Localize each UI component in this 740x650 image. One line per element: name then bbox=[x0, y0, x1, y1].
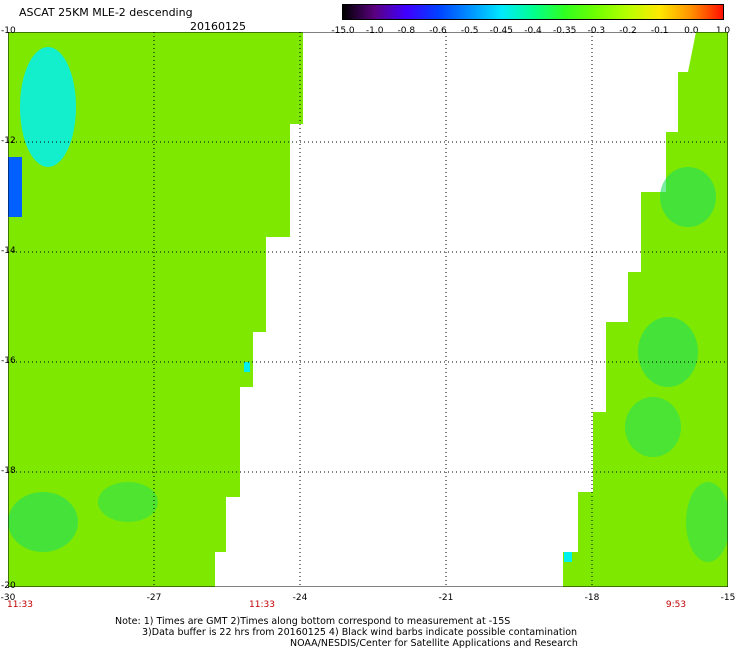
very-low-value-patch bbox=[8, 157, 22, 217]
colorbar-tick-label: -1.0 bbox=[365, 26, 384, 36]
left-swath bbox=[8, 32, 303, 587]
colorbar-tick-label: 1.0 bbox=[715, 26, 731, 36]
map-title: ASCAT 25KM MLE-2 descending bbox=[19, 6, 193, 19]
note-line-1: Note: 1) Times are GMT 2)Times along bot… bbox=[115, 616, 511, 627]
anomaly-patch bbox=[8, 492, 78, 552]
wind-swath-map bbox=[7, 31, 730, 588]
colorbar-tick-label: -0.2 bbox=[619, 26, 637, 36]
longitude-label: -30 bbox=[0, 593, 16, 603]
anomaly-patch bbox=[98, 482, 158, 522]
colorbar-tick-label: -0.3 bbox=[587, 26, 606, 36]
latitude-label: -12 bbox=[1, 136, 16, 146]
latitude-label: -10 bbox=[1, 26, 16, 36]
low-value-patch bbox=[20, 47, 76, 167]
colorbar-tick-label: -0.5 bbox=[460, 26, 479, 36]
latitude-label: -16 bbox=[1, 356, 16, 366]
longitude-label: -27 bbox=[146, 593, 162, 603]
time-label: 9:53 bbox=[665, 600, 687, 610]
time-label: 11:33 bbox=[7, 600, 33, 610]
anomaly-patch bbox=[625, 397, 681, 457]
colorbar-tick-label: -0.6 bbox=[429, 26, 447, 36]
low-value-patch bbox=[244, 362, 250, 372]
colorbar-legend bbox=[342, 4, 724, 20]
colorbar-tick-label: 0.0 bbox=[684, 26, 699, 36]
map-date: 20160125 bbox=[190, 20, 246, 33]
colorbar-tick-label: -15.0 bbox=[331, 26, 355, 36]
latitude-label: -14 bbox=[1, 246, 16, 256]
anomaly-patch bbox=[638, 317, 698, 387]
longitude-label: -18 bbox=[584, 593, 600, 603]
note-line-3: NOAA/NESDIS/Center for Satellite Applica… bbox=[290, 638, 578, 649]
colorbar-tick-label: -0.35 bbox=[553, 26, 577, 36]
time-label: 11:33 bbox=[249, 600, 275, 610]
colorbar-tick-label: -0.45 bbox=[489, 26, 513, 36]
colorbar-tick-label: -0.4 bbox=[524, 26, 542, 36]
colorbar-tick-label: -0.1 bbox=[650, 26, 669, 36]
longitude-label: -15 bbox=[720, 593, 736, 603]
map-panel bbox=[7, 31, 730, 591]
longitude-label: -21 bbox=[438, 593, 454, 603]
anomaly-patch bbox=[686, 482, 730, 562]
anomaly-patch bbox=[660, 167, 716, 227]
latitude-label: -18 bbox=[1, 466, 16, 476]
low-value-patch bbox=[564, 552, 572, 562]
colorbar-tick-label: -0.8 bbox=[397, 26, 416, 36]
latitude-label: -20 bbox=[1, 581, 16, 591]
note-line-2: 3)Data buffer is 22 hrs from 20160125 4)… bbox=[142, 627, 578, 638]
longitude-label: -24 bbox=[292, 593, 308, 603]
